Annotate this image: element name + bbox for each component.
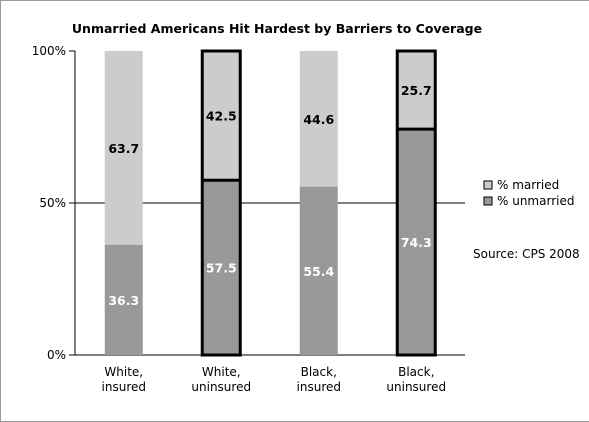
data-label: 25.7	[401, 83, 432, 98]
legend-label: % unmarried	[497, 194, 574, 208]
chart-title: Unmarried Americans Hit Hardest by Barri…	[72, 21, 482, 36]
bar-segment-unmarried	[104, 244, 143, 355]
x-tick-label-line: White,	[202, 365, 241, 379]
bar-segment-unmarried	[299, 186, 338, 355]
bar-segment-married	[104, 51, 143, 245]
y-tick-label: 100%	[32, 44, 66, 58]
data-label: 74.3	[401, 235, 432, 250]
data-label: 36.3	[108, 293, 139, 308]
bar-outline	[200, 49, 242, 357]
bar-segment-married	[397, 51, 436, 130]
x-tick-label: White, uninsured	[191, 365, 251, 394]
x-tick-label: White, insured	[102, 365, 146, 394]
legend-swatch	[483, 180, 493, 190]
legend-swatch	[483, 196, 493, 206]
x-tick-label: Black, uninsured	[386, 365, 446, 394]
x-tick-label-line: Black,	[301, 365, 337, 379]
y-tick-label: 0%	[47, 348, 66, 362]
x-tick-label-line: insured	[102, 380, 146, 394]
bar-segment-married	[202, 51, 241, 181]
data-label: 55.4	[303, 264, 334, 279]
bar-segment-married	[299, 51, 338, 187]
source-note: Source: CPS 2008	[473, 247, 580, 261]
y-tick-label: 50%	[39, 196, 66, 210]
x-tick-label-line: Black,	[398, 365, 434, 379]
x-tick-label-line: White,	[104, 365, 143, 379]
data-label: 42.5	[206, 109, 237, 124]
bar-outline	[395, 49, 437, 357]
data-label: 63.7	[108, 141, 139, 156]
legend: % married % unmarried	[483, 178, 574, 208]
x-tick-label: Black, insured	[297, 365, 341, 394]
bar-segment-unmarried	[202, 180, 241, 355]
x-tick-label-line: uninsured	[191, 380, 251, 394]
data-label: 44.6	[303, 112, 334, 127]
data-label: 57.5	[206, 261, 237, 276]
bar-segment-unmarried	[397, 129, 436, 355]
legend-label: % married	[497, 178, 559, 192]
x-tick-label-line: uninsured	[386, 380, 446, 394]
x-tick-label-line: insured	[297, 380, 341, 394]
